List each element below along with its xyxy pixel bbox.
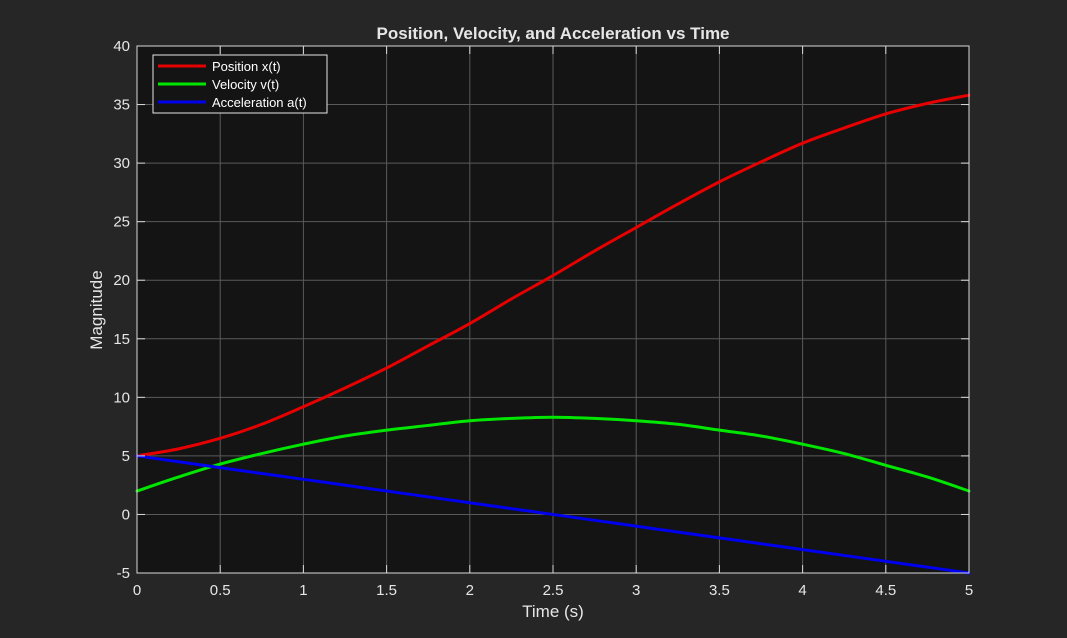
y-tick-label: -5 xyxy=(117,565,130,582)
y-tick-label: 30 xyxy=(113,155,130,172)
y-tick-label: 5 xyxy=(122,448,130,465)
x-tick-label: 0 xyxy=(133,582,141,599)
legend-label: Velocity v(t) xyxy=(212,77,279,92)
y-tick-label: 15 xyxy=(113,331,130,348)
position-series-line xyxy=(135,93,971,458)
y-tick-label: 20 xyxy=(113,272,130,289)
series-layer xyxy=(135,93,971,575)
x-tick-label: 5 xyxy=(965,582,973,599)
legend-item-position: Position x(t) xyxy=(158,59,281,74)
y-tick-label: 25 xyxy=(113,214,130,231)
x-tick-label: 1.5 xyxy=(376,582,397,599)
x-tick-label: 2 xyxy=(466,582,474,599)
y-tick-label: 35 xyxy=(113,97,130,114)
x-tick-label: 3 xyxy=(632,582,640,599)
chart-title: Position, Velocity, and Acceleration vs … xyxy=(376,24,729,43)
y-tick-labels: -5 0 5 10 15 20 25 30 35 40 xyxy=(113,38,130,582)
x-tick-label: 4 xyxy=(798,582,806,599)
x-tick-label: 4.5 xyxy=(875,582,896,599)
legend-label: Acceleration a(t) xyxy=(212,95,307,110)
acceleration-series-line xyxy=(135,454,971,575)
y-tick-label: 10 xyxy=(113,389,130,406)
legend-label: Position x(t) xyxy=(212,59,281,74)
y-tick-label: 40 xyxy=(113,38,130,55)
tick-marks xyxy=(136,45,970,574)
x-tick-label: 0.5 xyxy=(210,582,231,599)
x-axis-label: Time (s) xyxy=(522,602,584,621)
legend-item-velocity: Velocity v(t) xyxy=(158,77,279,92)
velocity-series-line xyxy=(135,415,971,493)
x-tick-label: 2.5 xyxy=(543,582,564,599)
x-tick-label: 1 xyxy=(299,582,307,599)
y-axis-label: Magnitude xyxy=(87,270,106,349)
legend-item-acceleration: Acceleration a(t) xyxy=(158,95,307,110)
legend: Position x(t) Velocity v(t) Acceleration a… xyxy=(152,54,328,114)
y-tick-label: 0 xyxy=(122,506,130,523)
x-tick-labels: 0 0.5 1 1.5 2 2.5 3 3.5 4 4.5 5 xyxy=(133,582,973,599)
x-tick-label: 3.5 xyxy=(709,582,730,599)
